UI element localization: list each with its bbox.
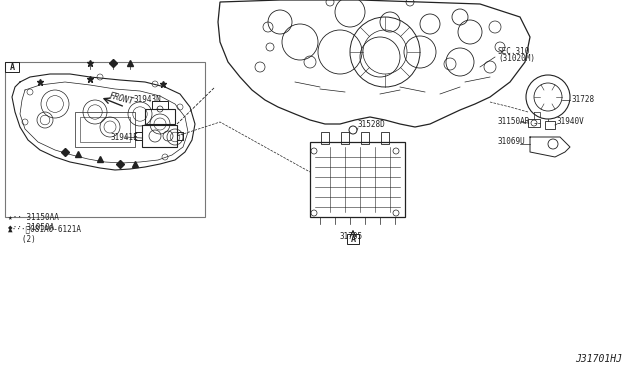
Text: 31705: 31705 — [340, 232, 363, 241]
Bar — [75, 112, 135, 147]
Text: 31940V: 31940V — [557, 117, 585, 126]
Text: A: A — [10, 62, 15, 71]
Text: 31150AR: 31150AR — [498, 117, 531, 126]
Text: ★·· 31150AA: ★·· 31150AA — [8, 213, 59, 222]
Text: A: A — [351, 234, 355, 244]
Text: 31069U: 31069U — [498, 137, 525, 146]
Text: SEC.310: SEC.310 — [498, 47, 531, 56]
Bar — [545, 121, 555, 129]
Bar — [341, 132, 349, 144]
Bar — [361, 132, 369, 144]
Bar — [152, 101, 168, 109]
Bar — [347, 234, 359, 244]
Text: ▲···Ⓑ081A0-6121A
   (2): ▲···Ⓑ081A0-6121A (2) — [8, 225, 82, 244]
Text: J31701HJ: J31701HJ — [575, 354, 622, 364]
Text: ◆·· 31050A: ◆·· 31050A — [8, 223, 54, 232]
Text: (31020M): (31020M) — [498, 54, 535, 63]
Bar — [321, 132, 329, 144]
Bar — [145, 109, 175, 124]
Bar — [80, 117, 130, 142]
Text: 31943N: 31943N — [133, 95, 161, 109]
Text: 31728: 31728 — [572, 95, 595, 104]
Text: FRONT: FRONT — [108, 91, 134, 106]
Bar — [5, 62, 19, 72]
Bar — [5, 62, 205, 217]
Bar — [528, 119, 540, 127]
Bar — [381, 132, 389, 144]
Bar — [142, 125, 177, 147]
Text: 31941E: 31941E — [110, 133, 138, 142]
Bar — [310, 142, 405, 217]
Text: 31528D: 31528D — [358, 120, 386, 129]
